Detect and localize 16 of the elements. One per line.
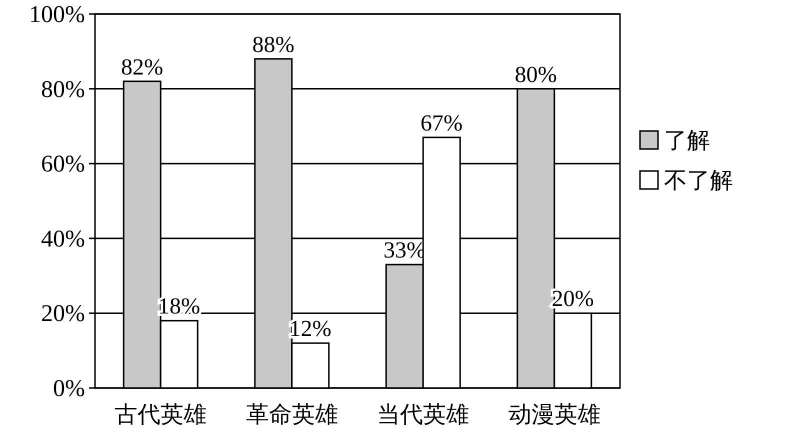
data-label: 80% [514,62,557,87]
x-tick-label: 动漫英雄 [508,402,600,427]
legend-label: 了解 [664,128,710,153]
y-tick-label: 100% [29,2,85,28]
legend-label: 不了解 [664,168,733,193]
y-tick-label: 60% [41,152,85,178]
x-tick-label: 当代英雄 [377,402,470,427]
data-label: 67% [420,110,463,136]
data-label: 88% [252,32,294,57]
x-tick-label: 古代英雄 [114,402,207,427]
y-tick-label: 0% [53,376,85,402]
y-tick-label: 80% [41,76,85,103]
data-label: 82% [121,54,164,80]
y-tick-label: 40% [41,226,85,252]
y-tick-label: 20% [41,301,85,328]
x-tick-label: 革命英雄 [246,402,338,427]
